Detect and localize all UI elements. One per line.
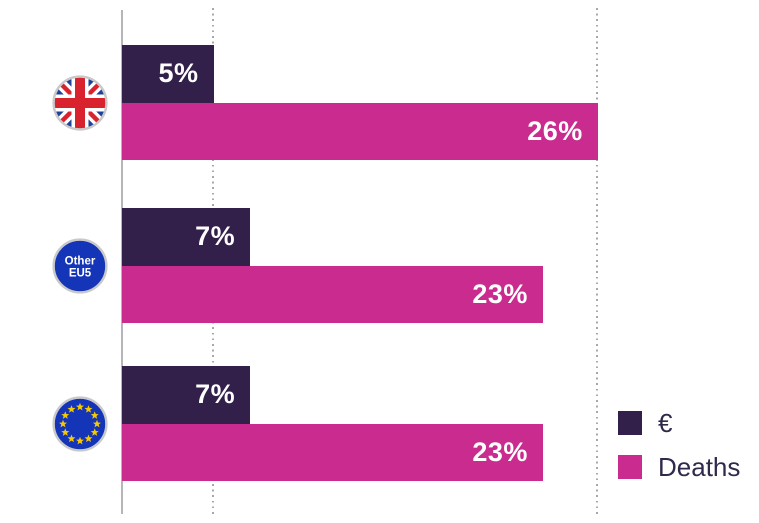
bar-group3-deaths: 23% (122, 423, 543, 481)
bar-group3-euro: 7% (122, 366, 251, 424)
bar-value-label: 5% (158, 58, 199, 89)
guide-line-26pct (596, 8, 599, 514)
svg-text:Other: Other (65, 255, 96, 267)
bar-group1-euro: 5% (122, 45, 214, 103)
bar-value-label: 23% (472, 436, 528, 467)
bar-value-label: 26% (527, 115, 583, 146)
uk-flag-icon (52, 74, 108, 131)
bar-value-label: 7% (195, 379, 236, 410)
legend-label-deaths: Deaths (658, 451, 741, 482)
other-eu5-badge-icon: Other EU5 (52, 237, 108, 294)
bar-group2-deaths: 23% (122, 265, 543, 323)
legend-swatch-euro (618, 411, 642, 435)
bar-value-label: 7% (195, 221, 236, 252)
legend-label-euro: € (658, 407, 673, 438)
bar-value-label: 23% (472, 278, 528, 309)
bar-group2-euro: 7% (122, 208, 251, 266)
legend-swatch-deaths (618, 455, 642, 479)
legend-row-euro: € (618, 408, 740, 438)
bar-group1-deaths: 26% (122, 102, 598, 160)
eu-flag-icon (52, 395, 108, 452)
svg-text:EU5: EU5 (69, 267, 92, 279)
legend-row-deaths: Deaths (618, 452, 740, 482)
legend: € Deaths (618, 408, 740, 496)
